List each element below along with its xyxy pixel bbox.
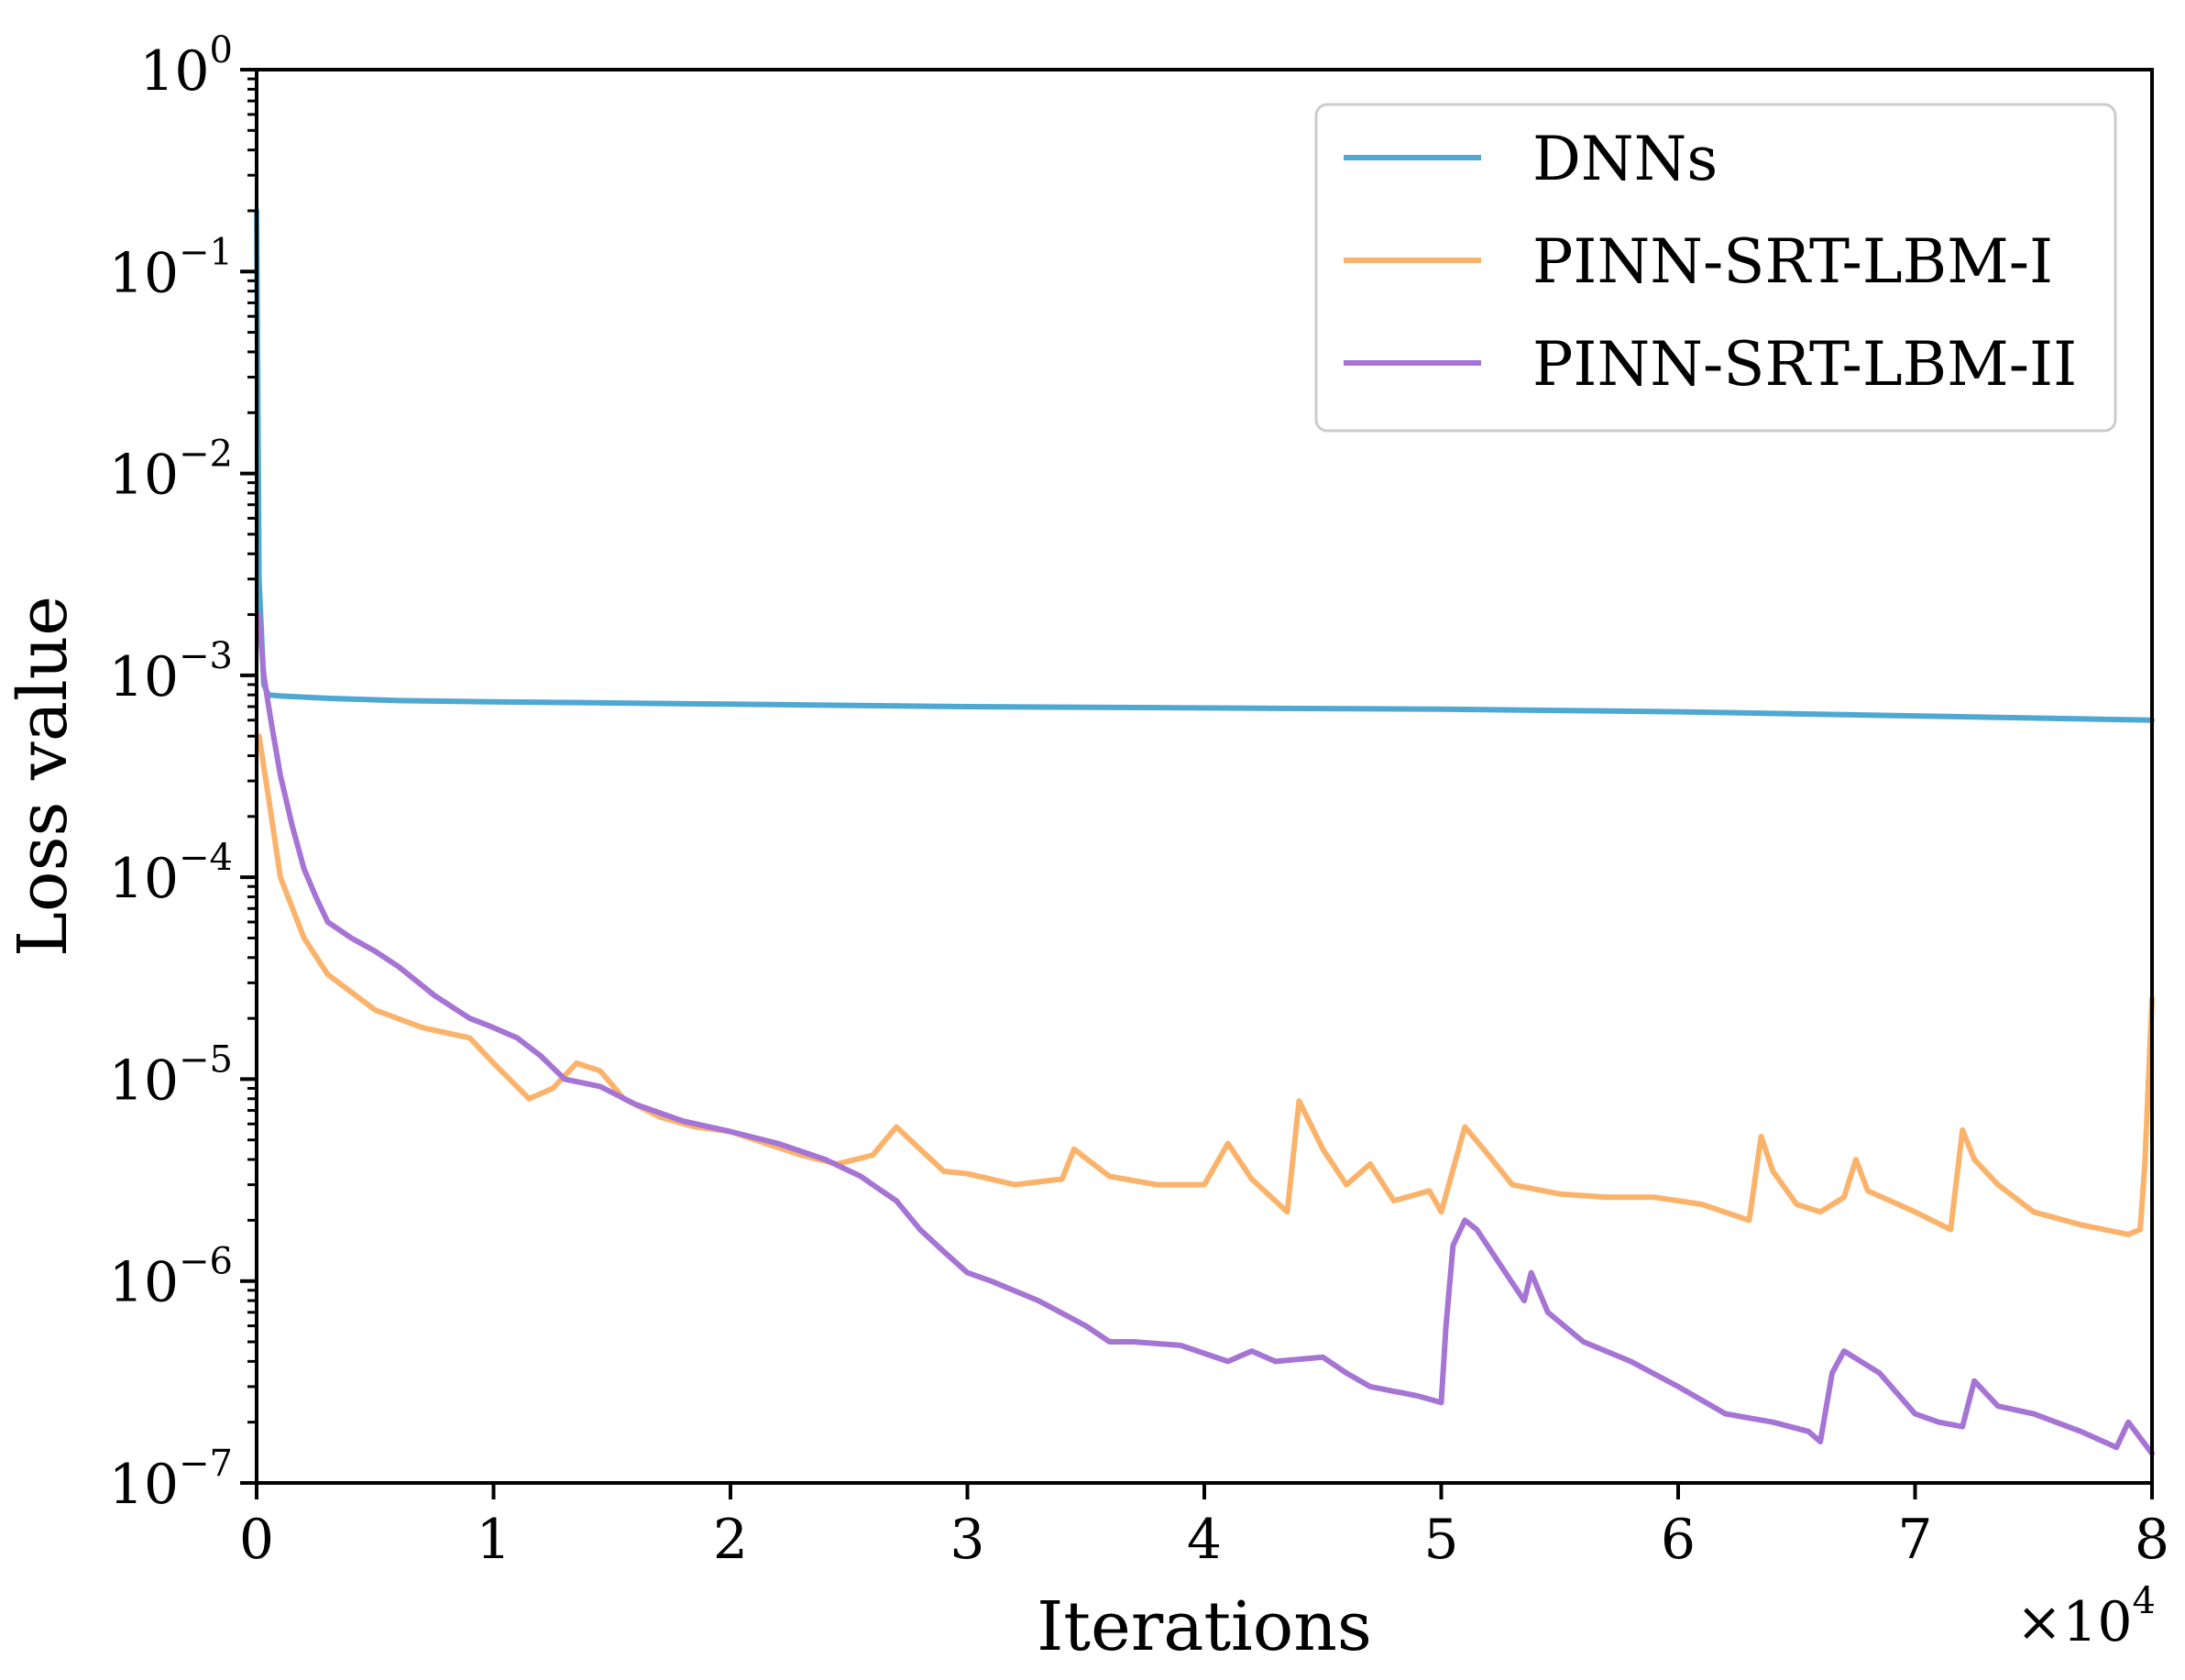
legend-box xyxy=(1314,103,2117,433)
x-axis-scale-note: ×104 xyxy=(2016,1580,2156,1654)
y-tick-label: 10−5 xyxy=(109,1038,233,1113)
y-tick-label: 10−4 xyxy=(109,837,233,911)
x-tick-label: 0 xyxy=(239,1508,274,1572)
x-tick-label: 5 xyxy=(1423,1508,1458,1572)
y-tick-label: 10−7 xyxy=(109,1443,233,1517)
legend-label: DNNs xyxy=(1532,124,1718,194)
x-tick-label: 1 xyxy=(476,1508,511,1572)
legend: DNNs PINN-SRT-LBM-I PINN-SRT-LBM-II xyxy=(1314,103,2117,433)
x-tick-label: 6 xyxy=(1661,1508,1696,1572)
legend-label: PINN-SRT-LBM-II xyxy=(1532,329,2077,400)
legend-label: PINN-SRT-LBM-I xyxy=(1532,226,2053,297)
x-scale-exponent: 4 xyxy=(2133,1580,2156,1622)
x-tick-label: 7 xyxy=(1897,1508,1932,1572)
series-line-3 xyxy=(256,611,2155,1456)
plot-frame xyxy=(255,68,2154,1485)
y-tick-label: 10−2 xyxy=(109,434,233,508)
x-tick-label: 8 xyxy=(2135,1508,2169,1572)
series-line-2 xyxy=(256,733,2155,1237)
x-tick-label: 3 xyxy=(950,1508,984,1572)
y-tick-label: 10−3 xyxy=(109,635,233,709)
y-tick-label: 10−1 xyxy=(109,231,233,305)
x-scale-base: ×10 xyxy=(2016,1590,2133,1654)
x-tick-label: 2 xyxy=(713,1508,748,1572)
series-layer xyxy=(254,208,2155,1456)
y-tick-label: 10−6 xyxy=(109,1241,233,1315)
x-tick-label: 4 xyxy=(1187,1508,1222,1572)
y-tick-label: 100 xyxy=(139,29,233,104)
x-axis-title: Iterations xyxy=(1037,1587,1372,1666)
y-axis-title: Loss value xyxy=(4,596,82,957)
